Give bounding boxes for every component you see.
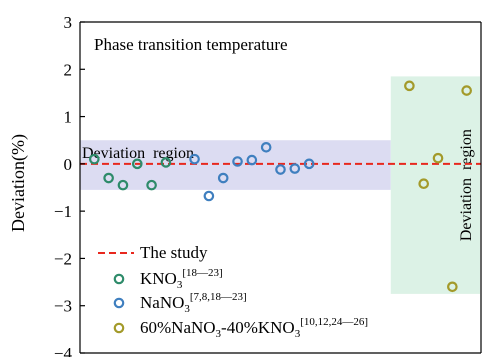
chart-title: Phase transition temperature — [94, 35, 288, 54]
legend-label-2: NaNO3[7,8,18—23] — [140, 291, 247, 315]
legend: The study KNO3[18—23]NaNO3[7,8,18—23]60%N… — [98, 243, 368, 340]
y-tick-label: 2 — [64, 60, 73, 79]
point-series-3-4 — [447, 281, 458, 293]
legend-swatch-1 — [113, 273, 125, 285]
point-series-2-6 — [260, 142, 272, 153]
point-series-2-5 — [246, 154, 258, 166]
deviation-region-label-2: Deviation region — [458, 129, 475, 241]
point-series-2-3 — [217, 172, 229, 184]
legend-label-3: 60%NaNO3-40%KNO3[10,12,24—26] — [140, 316, 368, 340]
y-tick-label: 1 — [64, 108, 73, 127]
legend-swatch-3 — [113, 322, 125, 334]
point-series-2-2 — [203, 190, 215, 202]
point-series-1-3 — [117, 179, 129, 191]
data-points — [89, 80, 472, 293]
point-series-2-1 — [189, 153, 200, 165]
legend-label-1: KNO3[18—23] — [140, 267, 223, 291]
point-series-1-5 — [146, 179, 157, 191]
point-series-3-5 — [461, 85, 472, 96]
point-series-1-2 — [103, 172, 114, 184]
legend-swatch-2 — [113, 297, 125, 309]
point-series-2-4 — [232, 156, 243, 167]
y-tick-label: −1 — [54, 202, 72, 221]
y-tick-label: −4 — [54, 344, 73, 357]
point-series-1-4 — [131, 158, 143, 170]
y-tick-label: 3 — [64, 13, 73, 32]
y-axis-label: Deviation(%) — [8, 134, 29, 232]
point-series-3-3 — [432, 152, 444, 164]
legend-reference-label: The study — [140, 243, 208, 262]
deviation-region-2 — [390, 76, 480, 294]
y-tick-label: −3 — [54, 297, 72, 316]
point-series-2-7 — [275, 164, 286, 175]
y-tick-label: −2 — [54, 249, 72, 268]
point-series-3-2 — [418, 178, 430, 190]
point-series-1-6 — [160, 157, 172, 168]
point-series-2-9 — [303, 158, 315, 170]
point-series-2-8 — [289, 163, 301, 174]
axes: −4 −3 −2 −1 0 1 2 3 — [54, 13, 482, 357]
point-series-1-1 — [89, 153, 100, 165]
point-series-3-1 — [404, 80, 415, 92]
y-tick-label: 0 — [64, 155, 73, 174]
